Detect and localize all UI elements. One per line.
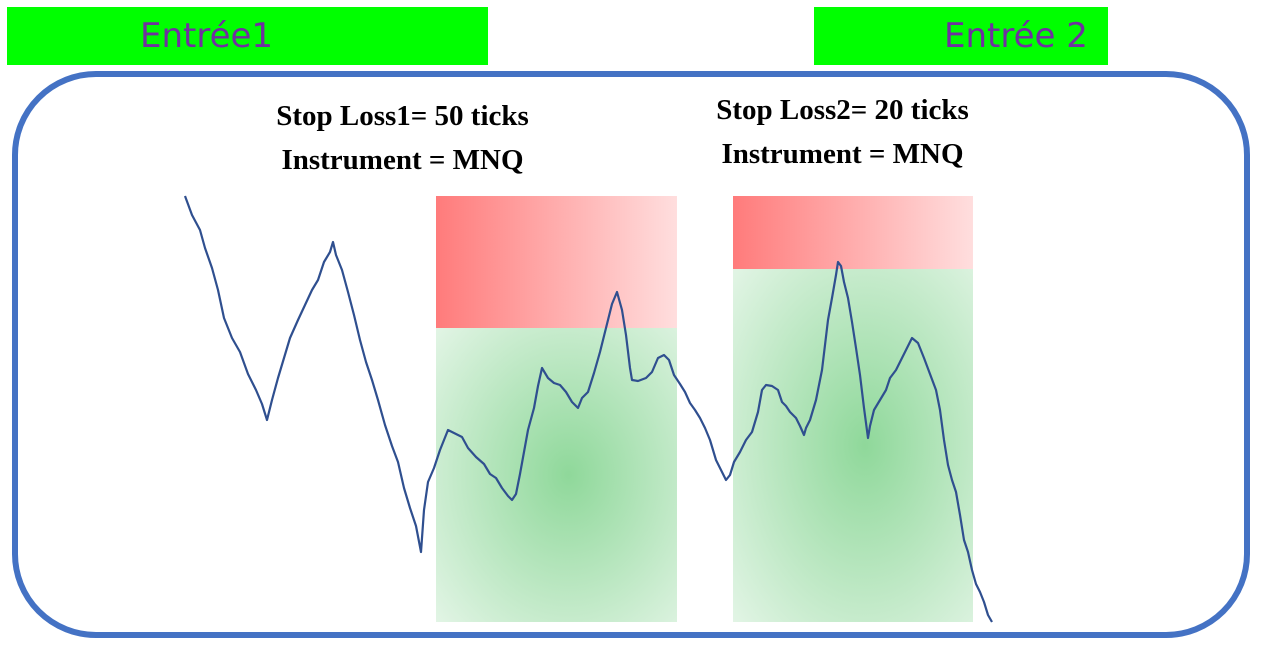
entry2-label: Entrée 2 (944, 16, 1088, 56)
trade1-stop-loss: Stop Loss1= 50 ticks (276, 100, 529, 132)
entry1-label: Entrée1 (140, 16, 274, 56)
profit-zone-1 (436, 328, 677, 622)
stop-zone-1 (436, 196, 677, 328)
entry2-label-bar: Entrée 2 (814, 7, 1108, 65)
rounded-frame (12, 71, 1250, 638)
trade2-instrument: Instrument = MNQ (721, 138, 964, 170)
stop-zone-2 (733, 196, 973, 269)
trade1-info: Stop Loss1= 50 ticks Instrument = MNQ (200, 94, 605, 182)
trade2-info: Stop Loss2= 20 ticks Instrument = MNQ (640, 88, 1045, 176)
trade1-instrument: Instrument = MNQ (281, 144, 524, 176)
trade2-stop-loss: Stop Loss2= 20 ticks (716, 94, 969, 126)
price-line (183, 195, 993, 623)
entry1-label-bar: Entrée1 (7, 7, 488, 65)
